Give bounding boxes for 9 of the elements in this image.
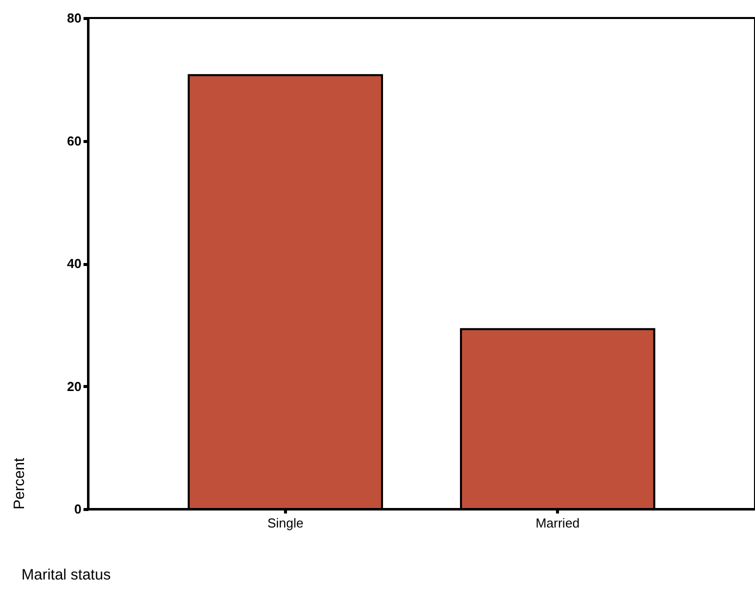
- y-tick-label: 0: [74, 502, 82, 516]
- y-tick-label: 80: [67, 10, 82, 26]
- y-tick-label: 20: [67, 378, 82, 394]
- y-tick-label: 40: [67, 256, 82, 271]
- x-tick-label: Married: [536, 516, 580, 530]
- y-axis-title: Percent: [11, 456, 28, 510]
- x-tick-label: Single: [267, 516, 304, 530]
- y-tick-label: 60: [67, 133, 82, 148]
- x-axis-title: Marital status: [22, 566, 111, 584]
